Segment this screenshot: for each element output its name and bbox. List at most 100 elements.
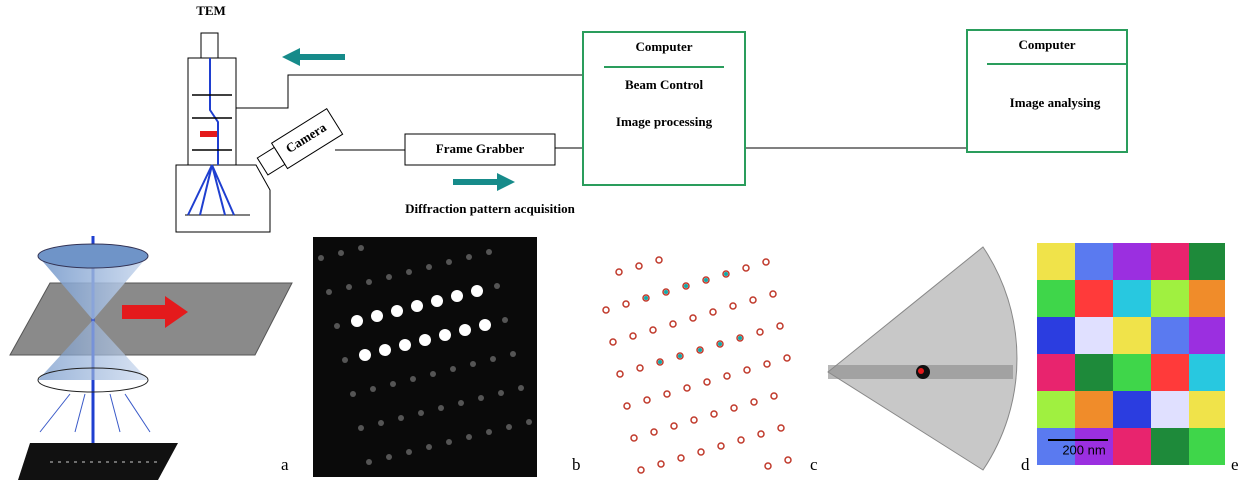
tem-column xyxy=(176,33,270,232)
spot xyxy=(426,264,432,270)
spot xyxy=(371,310,383,322)
spot xyxy=(664,391,670,397)
grain xyxy=(1075,280,1113,317)
grain xyxy=(1113,391,1151,428)
spot xyxy=(502,317,508,323)
spot xyxy=(426,444,432,450)
spot xyxy=(526,419,532,425)
spot xyxy=(738,437,744,443)
spot xyxy=(784,355,790,361)
spot xyxy=(406,449,412,455)
spot xyxy=(446,259,452,265)
panel-b xyxy=(313,237,537,477)
spot xyxy=(704,278,708,282)
spot xyxy=(370,386,376,392)
spot xyxy=(617,371,623,377)
spot xyxy=(338,250,344,256)
spot xyxy=(494,283,500,289)
grain xyxy=(1189,391,1225,428)
spot xyxy=(326,289,332,295)
spot xyxy=(671,423,677,429)
spot xyxy=(478,395,484,401)
spot xyxy=(358,245,364,251)
grain xyxy=(1189,428,1225,465)
grain xyxy=(1189,280,1225,317)
spot xyxy=(757,329,763,335)
spot xyxy=(603,307,609,313)
panel-label: d xyxy=(1021,455,1030,474)
panel-label: c xyxy=(810,455,818,474)
spot xyxy=(738,336,742,340)
grain xyxy=(1075,243,1113,280)
grain xyxy=(1151,391,1189,428)
spot xyxy=(616,269,622,275)
spot xyxy=(498,390,504,396)
spot xyxy=(366,459,372,465)
grain xyxy=(1037,317,1075,354)
panel-e xyxy=(1037,243,1225,465)
computer-line: Image processing xyxy=(616,114,713,129)
spot xyxy=(342,357,348,363)
spot xyxy=(770,291,776,297)
grain xyxy=(1151,243,1189,280)
spot xyxy=(718,342,722,346)
spot xyxy=(391,305,403,317)
spot xyxy=(664,290,668,294)
indexed-pattern xyxy=(603,257,791,473)
spot xyxy=(459,324,471,336)
grain xyxy=(1113,317,1151,354)
computer-box xyxy=(583,32,745,185)
spot xyxy=(785,457,791,463)
spot xyxy=(670,321,676,327)
computer-line: Image analysing xyxy=(1010,95,1101,110)
spot xyxy=(439,329,451,341)
spot xyxy=(691,417,697,423)
grain xyxy=(1113,243,1151,280)
computer-title: Computer xyxy=(1018,37,1075,52)
spot xyxy=(624,403,630,409)
grain xyxy=(1151,428,1189,465)
spot xyxy=(510,351,516,357)
panel-d xyxy=(828,247,1017,470)
grain xyxy=(1189,317,1225,354)
spot xyxy=(651,429,657,435)
spot xyxy=(446,439,452,445)
spot xyxy=(471,285,483,297)
spot xyxy=(744,367,750,373)
spot xyxy=(918,368,924,374)
spot xyxy=(730,303,736,309)
spot xyxy=(379,344,391,356)
computer-line: Beam Control xyxy=(625,77,704,92)
spot xyxy=(750,297,756,303)
spot xyxy=(684,385,690,391)
spot xyxy=(431,295,443,307)
spot xyxy=(678,354,682,358)
panel-a xyxy=(10,236,292,480)
arrow-left xyxy=(282,48,345,66)
spot xyxy=(637,365,643,371)
spot xyxy=(490,356,496,362)
spot xyxy=(398,415,404,421)
grain xyxy=(1189,243,1225,280)
spot xyxy=(366,279,372,285)
arrow-right xyxy=(453,173,515,191)
spot xyxy=(466,254,472,260)
spot xyxy=(644,296,648,300)
spot xyxy=(771,393,777,399)
spot xyxy=(731,405,737,411)
spot xyxy=(764,361,770,367)
spot xyxy=(711,411,717,417)
spot xyxy=(751,399,757,405)
spot xyxy=(636,263,642,269)
spot xyxy=(506,424,512,430)
grain xyxy=(1037,243,1075,280)
spot xyxy=(410,376,416,382)
spot xyxy=(419,334,431,346)
spot xyxy=(698,449,704,455)
grain xyxy=(1037,354,1075,391)
grain xyxy=(1113,428,1151,465)
spot xyxy=(479,319,491,331)
panel-label: e xyxy=(1231,455,1239,474)
spot xyxy=(690,315,696,321)
spot xyxy=(763,259,769,265)
